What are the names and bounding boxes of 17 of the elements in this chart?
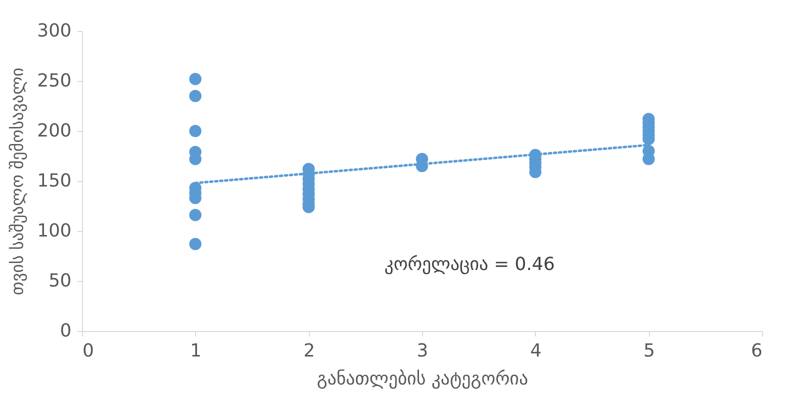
y-tick-label: 300 xyxy=(37,20,72,42)
y-tick-label: 150 xyxy=(37,170,72,192)
x-axis-title: განათლების კატეგორია xyxy=(316,368,528,390)
y-tick-label: 100 xyxy=(37,220,72,242)
y-tick-label: 50 xyxy=(48,270,72,292)
y-axis-title: თვის საშუალო შემოსავალი xyxy=(8,68,28,296)
annotation: კორელაცია = 0.46 xyxy=(384,254,555,275)
y-tick-label: 200 xyxy=(37,120,72,142)
x-tick-label: 5 xyxy=(643,340,655,362)
x-tick-label: 3 xyxy=(416,340,428,362)
x-tick-label: 6 xyxy=(751,340,762,362)
x-tick-label: 4 xyxy=(530,340,542,362)
y-tick-label: 0 xyxy=(60,320,72,342)
x-tick-label: 0 xyxy=(82,340,94,362)
y-tick-label: 250 xyxy=(37,70,72,92)
x-tick-label: 2 xyxy=(303,340,315,362)
x-tick-label: 1 xyxy=(190,340,202,362)
